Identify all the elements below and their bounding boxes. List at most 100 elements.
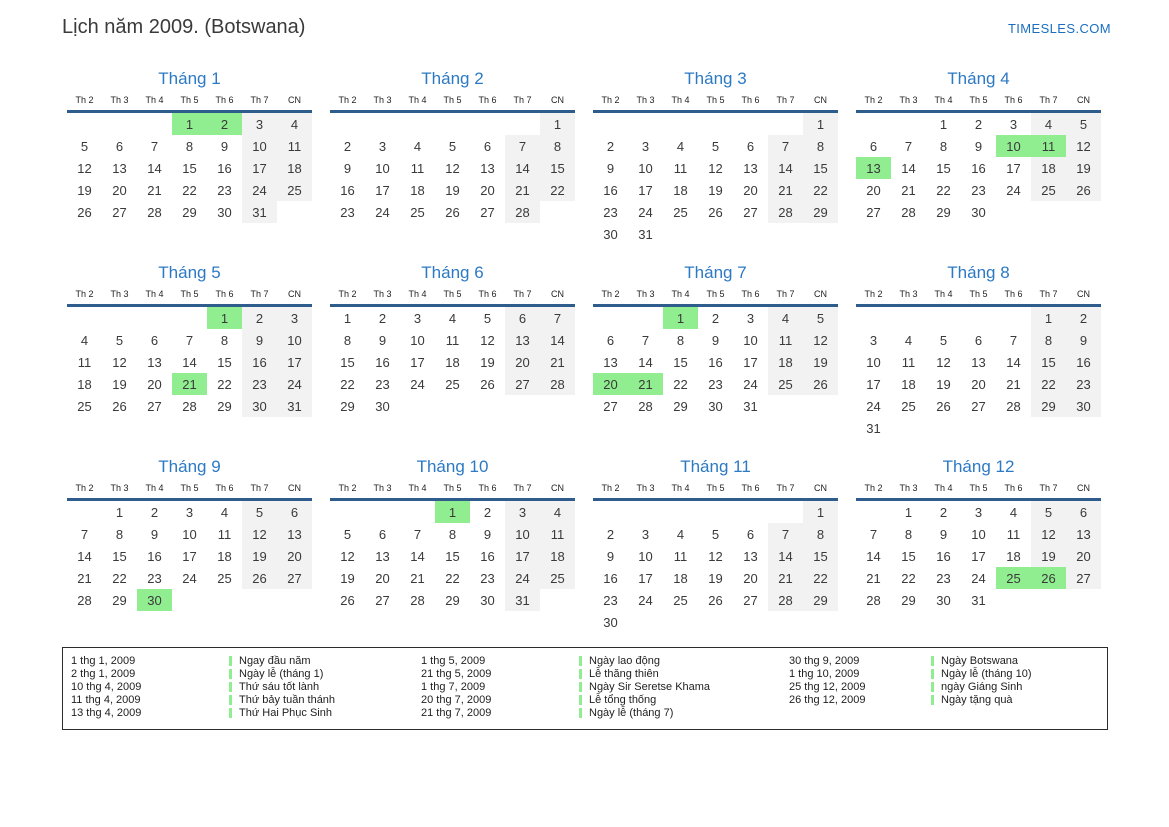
day-cell: 1 xyxy=(904,504,913,520)
week-row: 29 30 xyxy=(330,395,575,417)
weekday-header: Th 6 xyxy=(207,95,242,113)
day-cell: 29 xyxy=(803,201,838,223)
day-cell: 1 xyxy=(115,504,124,520)
weekday-header: Th 6 xyxy=(470,289,505,307)
holiday-date: 1 thg 5, 2009 xyxy=(421,655,486,668)
day-cell: 14 xyxy=(505,157,540,179)
day-cell: 9 xyxy=(606,160,615,176)
day-cell: 20 xyxy=(505,351,540,373)
day-cell: 3 xyxy=(1009,116,1018,132)
day-cell: 27 xyxy=(112,204,127,220)
day-cell: 25 xyxy=(540,567,575,589)
week-row: 16 17 18 19 20 21 22 xyxy=(593,179,838,201)
empty-cell xyxy=(540,395,575,417)
week-row: 19 20 21 22 23 24 25 xyxy=(67,179,312,201)
day-cell: 13 xyxy=(971,354,986,370)
empty-cell xyxy=(961,306,996,330)
site-link[interactable]: TIMESLES.COM xyxy=(1007,21,1111,36)
day-cell: 12 xyxy=(708,548,723,564)
day-cell: 9 xyxy=(711,332,720,348)
day-cell: 28 xyxy=(901,204,916,220)
day-cell: 26 xyxy=(936,398,951,414)
week-row: 7 8 9 10 11 12 13 xyxy=(856,523,1101,545)
day-cell: 9 xyxy=(483,526,492,542)
day-cell: 26 xyxy=(480,376,495,392)
day-cell: 5 xyxy=(343,526,352,542)
day-cell: 3 xyxy=(242,111,277,135)
day-cell: 30 xyxy=(480,592,495,608)
weekday-header: Th 2 xyxy=(593,95,628,113)
day-cell: 8 xyxy=(1031,329,1066,351)
day-cell: 18 xyxy=(1031,157,1066,179)
empty-cell xyxy=(242,589,277,611)
day-cell: 27 xyxy=(1066,567,1101,589)
empty-cell xyxy=(698,112,733,136)
empty-cell xyxy=(926,306,961,330)
day-cell: 13 xyxy=(480,160,495,176)
empty-cell xyxy=(435,112,470,136)
empty-cell xyxy=(505,112,540,136)
day-cell: 22 xyxy=(112,570,127,586)
day-cell: 28 xyxy=(410,592,425,608)
empty-cell xyxy=(996,417,1031,439)
day-cell: 18 xyxy=(277,157,312,179)
day-cell: 19 xyxy=(708,570,723,586)
day-cell: 17 xyxy=(375,182,390,198)
legend-row: 11 thg 4, 2009 Thứ bảy tuần thánh xyxy=(71,693,421,706)
week-row: 1 xyxy=(593,111,838,136)
day-cell: 26 xyxy=(340,592,355,608)
month-grid: Th 2 Th 3 Th 4 Th 5 Th 6 Th 7 CN 1 2 3 4 5 6 7 8 9 10 11… xyxy=(593,289,838,417)
week-row: 1 xyxy=(593,499,838,523)
holiday-marker-icon xyxy=(931,656,934,667)
day-cell: 23 xyxy=(217,182,232,198)
weekday-header: Th 7 xyxy=(505,483,540,501)
day-cell: 15 xyxy=(112,548,127,564)
day-cell: 8 xyxy=(448,526,457,542)
day-cell: 25 xyxy=(673,592,688,608)
day-cell: 12 xyxy=(445,160,460,176)
week-row: 30 31 xyxy=(593,223,838,245)
week-row: 31 xyxy=(856,417,1101,439)
month-grid: Th 2 Th 3 Th 4 Th 5 Th 6 Th 7 CN 1 2 3 4 5 6 7 8 9 10 11… xyxy=(330,289,575,417)
day-cell: 9 xyxy=(378,332,387,348)
day-cell: 8 xyxy=(343,332,352,348)
holiday-marker-icon xyxy=(579,669,582,680)
week-row: 23 24 25 26 27 28 29 xyxy=(593,201,838,223)
day-cell: 28 xyxy=(1006,398,1021,414)
day-cell: 21 xyxy=(1006,376,1021,392)
weekday-header-row: Th 2 Th 3 Th 4 Th 5 Th 6 Th 7 CN xyxy=(856,289,1101,307)
day-cell: 3 xyxy=(641,526,650,542)
day-cell: 14 xyxy=(147,160,162,176)
weekday-header: Th 3 xyxy=(891,95,926,113)
empty-cell xyxy=(1031,417,1066,439)
empty-cell xyxy=(803,611,838,633)
day-cell: 18 xyxy=(77,376,92,392)
day-cell: 7 xyxy=(768,523,803,545)
month-title: Tháng 10 xyxy=(416,457,489,476)
month-title: Tháng 9 xyxy=(158,457,221,476)
month-title: Tháng 6 xyxy=(421,263,484,282)
empty-cell xyxy=(137,112,172,136)
empty-cell xyxy=(102,112,137,136)
weekday-header: Th 6 xyxy=(470,95,505,113)
day-cell: 24 xyxy=(182,570,197,586)
day-cell: 24 xyxy=(638,204,653,220)
weekday-header: Th 5 xyxy=(435,289,470,307)
day-cell: 20 xyxy=(971,376,986,392)
empty-cell xyxy=(856,112,891,136)
empty-cell xyxy=(540,589,575,611)
day-cell: 14 xyxy=(866,548,881,564)
holiday-name: Ngày lễ (tháng 10) xyxy=(941,668,1032,681)
day-cell: 16 xyxy=(375,354,390,370)
weekday-header: Th 3 xyxy=(365,483,400,501)
day-cell: 20 xyxy=(480,182,495,198)
weekday-header: Th 7 xyxy=(1031,483,1066,501)
day-cell: 21 xyxy=(768,179,803,201)
day-cell: 29 xyxy=(112,592,127,608)
page-title: Lịch năm 2009. (Botswana) xyxy=(62,16,306,38)
day-cell: 4 xyxy=(448,310,457,326)
day-cell: 1 xyxy=(343,310,352,326)
day-cell: 29 xyxy=(445,592,460,608)
day-cell: 29 xyxy=(182,204,197,220)
